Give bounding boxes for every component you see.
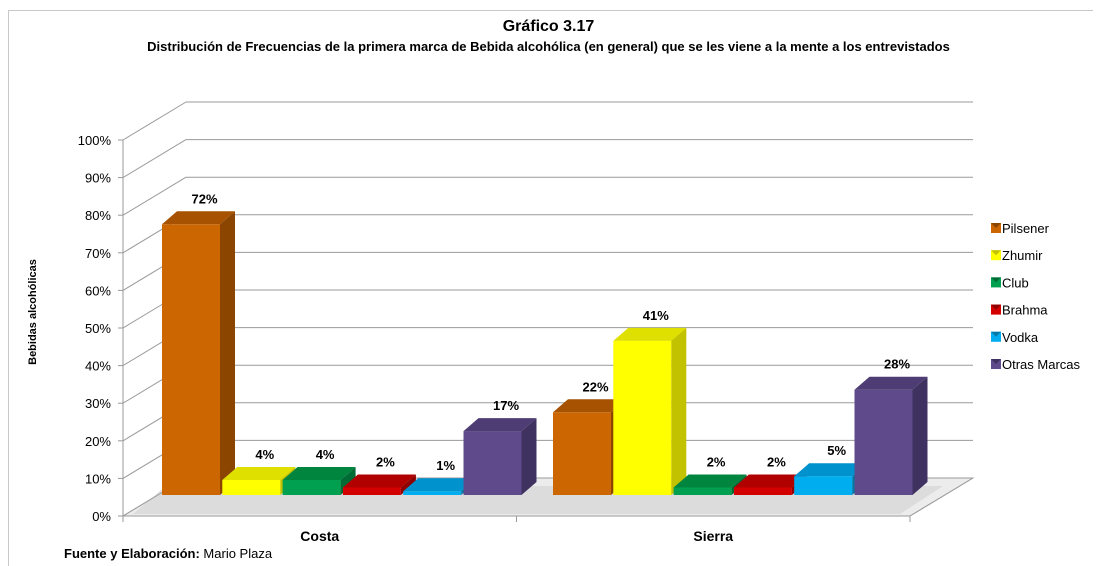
bar-front [162, 224, 220, 495]
legend-label: Vodka [1002, 330, 1039, 345]
legend-item: Zhumir [991, 248, 1043, 263]
legend-label: Pilsener [1002, 221, 1050, 236]
bar [162, 211, 235, 495]
bar-top [613, 327, 687, 341]
y-tick-label: 90% [85, 171, 111, 186]
source-note: Fuente y Elaboración: Mario Plaza [64, 546, 272, 561]
data-labels: 72% 4% 4% 2% 1% 17% 22% 41% 2% 2% 5% 28% [191, 191, 910, 473]
data-label: 4% [316, 447, 335, 462]
data-label: 41% [643, 308, 669, 323]
bar-front [613, 340, 672, 495]
data-label: 1% [436, 458, 455, 473]
legend-swatch-shade [991, 277, 1001, 283]
bar-front [553, 412, 611, 495]
data-label: 2% [376, 454, 395, 469]
bar-side [671, 327, 687, 495]
legend-item: Vodka [991, 330, 1039, 345]
bar-side [220, 211, 235, 495]
bar-front [733, 487, 792, 495]
bar-top [463, 418, 537, 432]
bar-front [463, 431, 522, 495]
bar-top [162, 211, 235, 225]
bar-side [521, 418, 537, 495]
y-tick-label: 50% [85, 321, 111, 336]
bar-top [342, 474, 416, 488]
legend-item: Brahma [991, 303, 1048, 318]
source-label: Fuente y Elaboración: [64, 546, 200, 561]
y-tick-label: 60% [85, 283, 111, 298]
y-tick-label: 40% [85, 359, 111, 374]
y-tick-label: 80% [85, 208, 111, 223]
data-label: 5% [827, 443, 846, 458]
floor-edge [909, 477, 974, 517]
data-label: 2% [767, 454, 786, 469]
bar-front [342, 487, 401, 495]
bar [613, 327, 687, 495]
x-axis-categories: Costa Sierra [300, 528, 733, 544]
bar-side [400, 474, 416, 495]
gridline-side [122, 101, 187, 141]
bar [282, 466, 356, 495]
bar-front [673, 487, 732, 495]
bar [463, 418, 537, 495]
bar [854, 376, 928, 495]
y-tick-label: 100% [78, 133, 112, 148]
bar [342, 474, 416, 495]
y-axis-ticks: 0% 10% 20% 30% 40% 50% 60% 70% 80% 90% 100% [78, 133, 112, 524]
bar-front [854, 389, 913, 495]
legend-label: Otras Marcas [1002, 357, 1081, 372]
legend-swatch-shade [991, 250, 1001, 256]
y-axis-label: Bebidas alcohólicas [27, 259, 39, 365]
bar-top [553, 399, 626, 413]
gridlines [118, 101, 974, 522]
bar-top [673, 474, 747, 488]
legend-label: Zhumir [1002, 248, 1043, 263]
data-label: 28% [884, 357, 910, 372]
legend-swatch [991, 250, 1001, 261]
bar-front [403, 491, 462, 495]
category-label: Costa [300, 528, 339, 544]
category-label: Sierra [693, 528, 733, 544]
bar-top [282, 466, 356, 480]
data-label: 2% [707, 454, 726, 469]
chart-title: Gráfico 3.17 [502, 18, 595, 35]
data-label: 22% [582, 379, 608, 394]
chart-subtitle: Distribución de Frecuencias de la primer… [147, 39, 950, 54]
bar-top [794, 463, 868, 477]
y-tick-label: 30% [85, 396, 111, 411]
y-tick-label: 70% [85, 246, 111, 261]
bar-top [222, 466, 296, 480]
bar [794, 463, 868, 495]
gridline-side [122, 176, 187, 216]
bar-side [912, 376, 928, 495]
source-value: Mario Plaza [199, 546, 273, 561]
bar-front [794, 476, 853, 495]
legend-swatch-shade [991, 331, 1001, 337]
y-tick-label: 10% [85, 471, 111, 486]
data-label: 4% [255, 447, 274, 462]
y-tick-label: 20% [85, 434, 111, 449]
bar-front [222, 479, 281, 495]
legend-item: Club [991, 275, 1029, 290]
legend-item: Otras Marcas [991, 357, 1081, 372]
chart-frame [8, 10, 1093, 566]
data-label: 17% [493, 398, 519, 413]
y-tick-label: 0% [92, 509, 111, 524]
bars [162, 211, 928, 495]
bar-top [403, 478, 477, 492]
legend: Pilsener Zhumir Club Brahma Vodka Otras Marca… [991, 221, 1081, 372]
bar-top [733, 474, 807, 488]
legend-label: Brahma [1002, 303, 1048, 318]
gridline-side [122, 139, 187, 179]
bar-front [282, 479, 341, 495]
bar-top [854, 376, 928, 390]
legend-swatch-shade [991, 304, 1001, 310]
legend-swatch-shade [991, 223, 1001, 228]
legend-item: Pilsener [991, 221, 1050, 236]
legend-swatch-shade [991, 359, 1001, 364]
legend-label: Club [1002, 275, 1029, 290]
data-label: 72% [191, 191, 217, 206]
